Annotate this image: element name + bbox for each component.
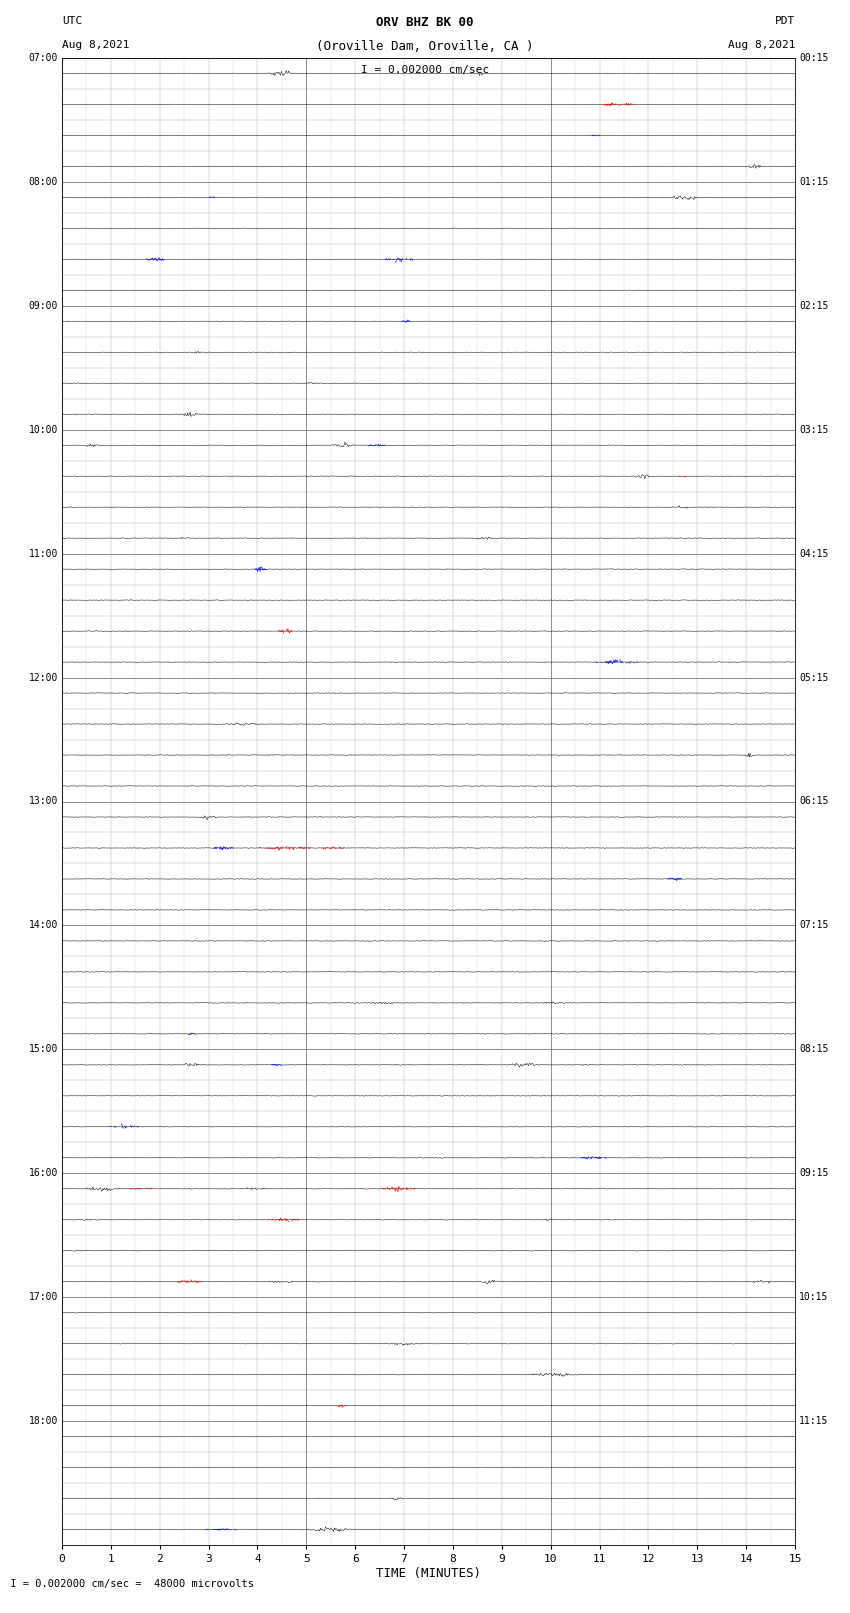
Text: 03:15: 03:15 <box>799 424 829 436</box>
Text: 00:15: 00:15 <box>799 53 829 63</box>
Text: 05:15: 05:15 <box>799 673 829 682</box>
Text: 06:15: 06:15 <box>799 797 829 806</box>
Text: 07:00: 07:00 <box>28 53 58 63</box>
Text: 14:00: 14:00 <box>28 921 58 931</box>
Text: 17:00: 17:00 <box>28 1292 58 1302</box>
X-axis label: TIME (MINUTES): TIME (MINUTES) <box>376 1566 481 1579</box>
Text: 10:00: 10:00 <box>28 424 58 436</box>
Text: 11:15: 11:15 <box>799 1416 829 1426</box>
Text: 04:15: 04:15 <box>799 548 829 558</box>
Text: 10:15: 10:15 <box>799 1292 829 1302</box>
Text: Aug 8,2021: Aug 8,2021 <box>728 40 795 50</box>
Text: 09:00: 09:00 <box>28 302 58 311</box>
Text: 13:00: 13:00 <box>28 797 58 806</box>
Text: PDT: PDT <box>774 16 795 26</box>
Text: 02:15: 02:15 <box>799 302 829 311</box>
Text: 08:15: 08:15 <box>799 1044 829 1055</box>
Text: 08:00: 08:00 <box>28 177 58 187</box>
Text: 18:00: 18:00 <box>28 1416 58 1426</box>
Text: (Oroville Dam, Oroville, CA ): (Oroville Dam, Oroville, CA ) <box>316 40 534 53</box>
Text: 12:00: 12:00 <box>28 673 58 682</box>
Text: 01:15: 01:15 <box>799 177 829 187</box>
Text: ORV BHZ BK 00: ORV BHZ BK 00 <box>377 16 473 29</box>
Text: 11:00: 11:00 <box>28 548 58 558</box>
Text: I = 0.002000 cm/sec: I = 0.002000 cm/sec <box>361 65 489 74</box>
Text: 07:15: 07:15 <box>799 921 829 931</box>
Text: 09:15: 09:15 <box>799 1168 829 1177</box>
Text: 15:00: 15:00 <box>28 1044 58 1055</box>
Text: 16:00: 16:00 <box>28 1168 58 1177</box>
Text: I = 0.002000 cm/sec =  48000 microvolts: I = 0.002000 cm/sec = 48000 microvolts <box>4 1579 254 1589</box>
Text: Aug 8,2021: Aug 8,2021 <box>62 40 129 50</box>
Text: UTC: UTC <box>62 16 82 26</box>
